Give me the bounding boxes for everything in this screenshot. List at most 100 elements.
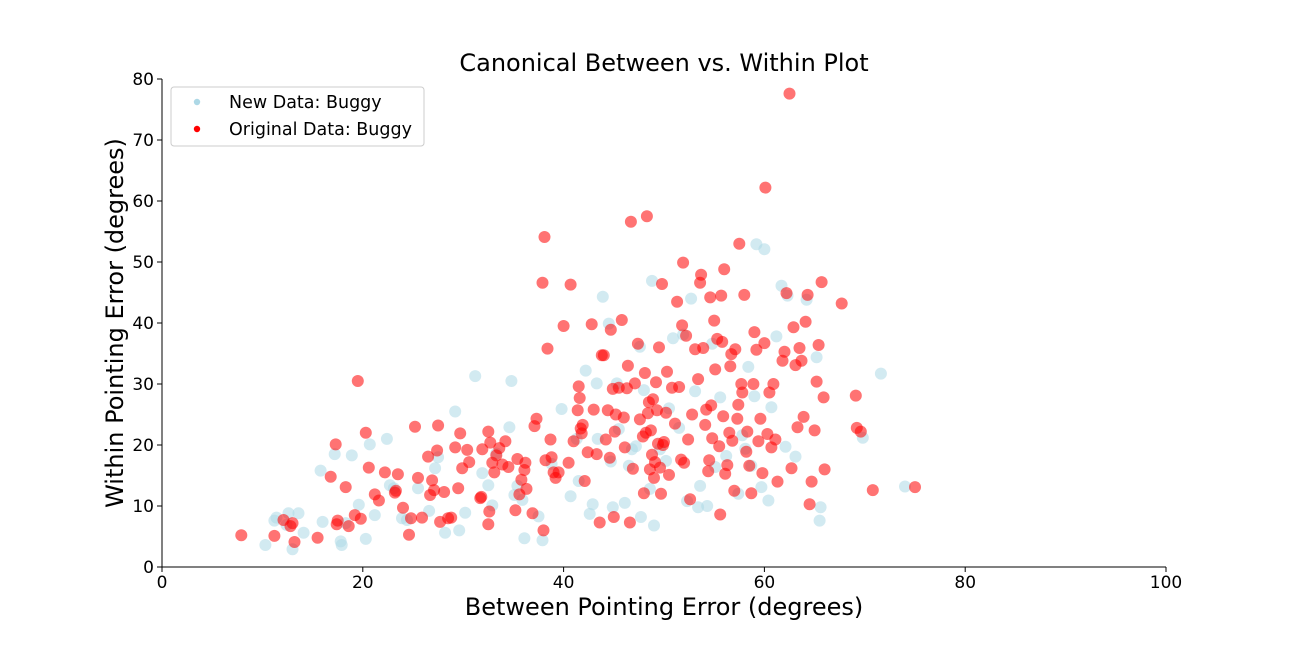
data-point xyxy=(758,337,771,350)
data-point xyxy=(909,481,921,494)
data-point xyxy=(475,490,488,503)
data-point xyxy=(342,520,355,533)
data-point xyxy=(653,341,665,354)
data-point xyxy=(482,518,495,531)
y-tick-label: 70 xyxy=(132,131,154,151)
data-point xyxy=(331,514,344,527)
data-point xyxy=(658,436,670,448)
data-point xyxy=(352,498,365,511)
data-point xyxy=(682,433,695,446)
data-point xyxy=(626,462,639,475)
data-point xyxy=(596,290,609,303)
data-point xyxy=(689,385,702,398)
data-point xyxy=(615,314,628,326)
data-point xyxy=(755,481,768,494)
legend: New Data: Buggy Original Data: Buggy xyxy=(170,86,425,147)
data-point xyxy=(578,475,591,487)
data-point xyxy=(292,507,305,520)
data-point xyxy=(733,237,746,250)
data-point xyxy=(314,464,327,477)
data-point xyxy=(684,493,697,506)
data-point xyxy=(637,384,650,397)
data-point xyxy=(812,339,825,351)
data-point xyxy=(439,526,452,539)
data-point xyxy=(818,463,831,476)
data-point xyxy=(741,425,754,438)
data-point xyxy=(351,375,364,387)
data-point xyxy=(673,381,686,393)
data-point xyxy=(714,508,727,521)
data-point xyxy=(339,481,352,494)
data-point xyxy=(634,511,647,523)
data-point xyxy=(779,440,792,453)
x-axis-title: Between Pointing Error (degrees) xyxy=(465,593,863,621)
data-point xyxy=(638,367,651,379)
data-point xyxy=(621,359,634,372)
data-point xyxy=(593,516,606,529)
data-point xyxy=(362,461,375,474)
data-point xyxy=(854,425,867,438)
data-point xyxy=(756,467,769,480)
data-point xyxy=(538,231,551,243)
data-point xyxy=(694,479,707,492)
data-point xyxy=(748,326,761,339)
data-point xyxy=(359,532,372,545)
data-point xyxy=(235,529,248,542)
y-tick-label: 50 xyxy=(132,253,154,273)
data-point xyxy=(416,511,428,524)
data-point xyxy=(515,473,528,486)
data-point xyxy=(324,470,337,483)
data-point xyxy=(754,412,767,425)
data-point xyxy=(378,466,391,479)
data-point xyxy=(702,465,715,478)
data-point xyxy=(586,498,599,511)
data-point xyxy=(736,386,749,399)
data-point xyxy=(581,446,594,459)
data-point xyxy=(459,506,472,519)
data-point xyxy=(476,467,489,480)
data-point xyxy=(713,440,726,453)
data-point xyxy=(536,276,549,289)
legend-label-original-data: Original Data: Buggy xyxy=(229,120,412,140)
data-point xyxy=(328,448,341,461)
x-tick-label: 0 xyxy=(157,573,168,593)
legend-label-new-data: New Data: Buggy xyxy=(229,93,382,113)
data-point xyxy=(731,412,744,425)
chart-title: Canonical Between vs. Within Plot xyxy=(459,49,868,77)
data-point xyxy=(429,462,442,475)
data-point xyxy=(692,373,705,386)
data-point xyxy=(795,354,808,367)
data-point xyxy=(345,449,358,462)
data-point xyxy=(743,459,756,472)
data-point xyxy=(631,337,644,350)
data-point xyxy=(808,424,821,437)
data-point xyxy=(463,456,476,469)
data-point xyxy=(311,531,324,544)
legend-marker-original-data xyxy=(193,125,201,133)
data-point xyxy=(783,87,796,100)
y-tick-label: 0 xyxy=(143,558,154,578)
data-point xyxy=(726,434,739,447)
data-point xyxy=(660,406,672,419)
data-point xyxy=(469,370,482,383)
data-point xyxy=(750,343,763,356)
x-tick-label: 100 xyxy=(1150,573,1182,593)
data-point xyxy=(697,342,710,354)
data-point xyxy=(426,474,439,487)
data-point xyxy=(618,496,631,509)
data-point xyxy=(484,436,497,449)
x-tick-label: 60 xyxy=(754,573,776,593)
data-point xyxy=(519,456,532,469)
data-point xyxy=(502,461,515,473)
data-point xyxy=(814,501,827,514)
data-point xyxy=(608,425,621,438)
data-point xyxy=(692,501,705,514)
data-point xyxy=(603,451,616,464)
data-point xyxy=(503,421,516,434)
data-point xyxy=(571,404,584,417)
data-point xyxy=(703,454,716,467)
data-point xyxy=(685,292,698,305)
data-point xyxy=(557,320,570,332)
data-point xyxy=(803,498,816,511)
